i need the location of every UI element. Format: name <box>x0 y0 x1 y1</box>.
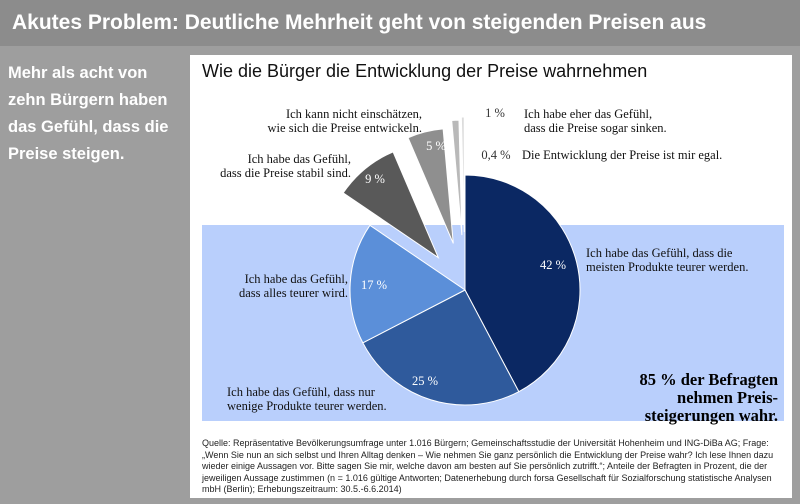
slice-wenige-teurer <box>362 289 520 406</box>
slice-nicht-einschaetzen <box>407 128 454 244</box>
slice-alles-teurer <box>349 224 466 344</box>
pie-chart: 42 % Ich habe das Gefühl, dass die meisten… <box>202 106 784 425</box>
category-label: Die Entwicklung der Preise ist mir egal. <box>522 148 722 162</box>
category-label: Ich habe das Gefühl, dass alles teurer wi… <box>239 272 348 300</box>
chart-panel: 42 % Ich habe das Gefühl, dass die meisten… <box>190 55 792 498</box>
slice-sinken <box>451 119 463 236</box>
pct-label: 17 % <box>361 278 387 292</box>
pct-label: 9 % <box>365 172 385 186</box>
category-label: Ich habe das Gefühl, dass die meisten Pro… <box>586 246 748 274</box>
pct-label: 25 % <box>412 374 438 388</box>
pct-label: 1 % <box>485 106 505 120</box>
callout-line: steigerungen wahr. <box>645 406 778 425</box>
pct-label: 0,4 % <box>481 148 510 162</box>
category-label: Ich habe eher das Gefühl, dass die Preise… <box>524 107 667 135</box>
category-label: Ich kann nicht einschätzen, wie sich die … <box>268 107 422 135</box>
slice-stabil <box>342 151 440 259</box>
slice-meisten-teurer <box>464 174 581 393</box>
category-label: Ich habe das Gefühl, dass die Preise stab… <box>220 152 351 180</box>
slice-egal <box>460 116 465 233</box>
side-note: Mehr als acht von zehn Bürgern haben das… <box>8 64 169 163</box>
category-label: Ich habe das Gefühl, dass nur wenige Prod… <box>227 385 387 413</box>
chart-title: Wie die Bürger die Entwicklung der Preis… <box>202 61 648 81</box>
callout-line: nehmen Preis- <box>677 388 778 407</box>
callout-line: 85 % der Befragten <box>639 370 778 389</box>
page-title: Akutes Problem: Deutliche Mehrheit geht … <box>0 0 800 46</box>
pct-label: 5 % <box>426 139 446 153</box>
source-note: Quelle: Repräsentative Bevölkerungsumfra… <box>202 438 774 495</box>
pct-label: 42 % <box>540 258 566 272</box>
